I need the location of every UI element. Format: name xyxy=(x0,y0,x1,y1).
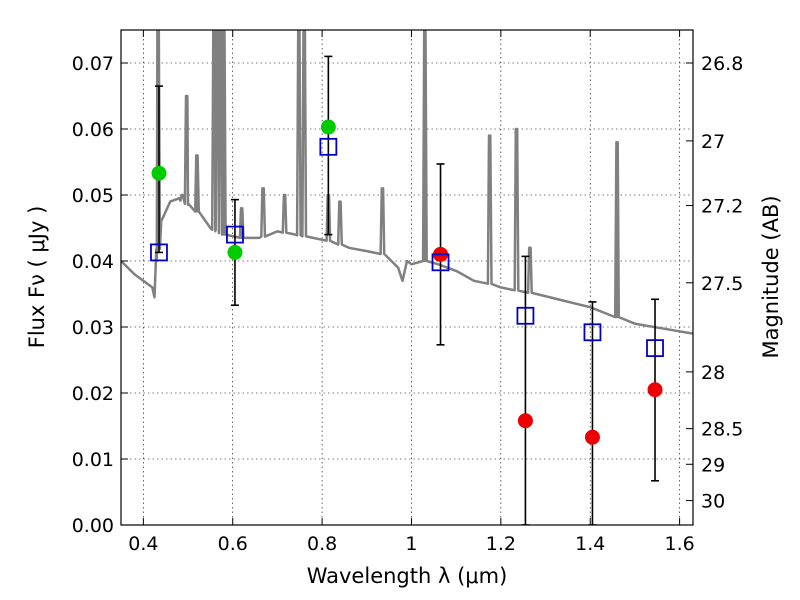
data-point-circle xyxy=(647,382,663,398)
data-point-square xyxy=(319,137,338,156)
data-point-square xyxy=(150,243,168,262)
x-axis: 0.4 0.6 0.8 1 1.2 1.4 1.6 xyxy=(128,30,695,555)
y-tick-label: 0.04 xyxy=(72,251,114,273)
data-point-square xyxy=(431,253,450,272)
magnitude-tick-label: 27.5 xyxy=(701,273,743,295)
y-tick-label: 0.06 xyxy=(72,119,114,141)
y-tick-label: 0.05 xyxy=(72,185,114,207)
magnitude-axis-label: Magnitude (AB) xyxy=(759,195,783,358)
magnitude-tick-label: 29 xyxy=(701,454,725,476)
x-tick-label: 0.8 xyxy=(307,533,337,555)
data-point-square xyxy=(646,339,664,358)
data-point-circle xyxy=(320,119,336,135)
x-axis-label: Wavelength λ (μm) xyxy=(307,564,508,588)
magnitude-tick-label: 28 xyxy=(701,362,725,384)
data-point-square xyxy=(516,306,535,325)
data-point-circle xyxy=(227,244,243,260)
x-tick-label: 1 xyxy=(405,533,417,555)
x-tick-label: 0.4 xyxy=(128,533,158,555)
magnitude-tick-label: 26.8 xyxy=(701,53,743,75)
x-tick-label: 1.4 xyxy=(575,533,605,555)
data-point-square xyxy=(583,323,602,342)
magnitude-axis: 26.8 27 27.2 27.5 28 28.5 29 30 xyxy=(686,53,743,513)
x-tick-label: 0.6 xyxy=(218,533,248,555)
y-tick-label: 0.01 xyxy=(72,449,114,471)
x-tick-label: 1.2 xyxy=(486,533,516,555)
plot-area xyxy=(121,30,693,525)
magnitude-tick-label: 28.5 xyxy=(701,419,743,441)
data-point-square xyxy=(226,225,244,244)
y-tick-label: 0.02 xyxy=(72,383,114,405)
magnitude-tick-label: 27 xyxy=(701,131,725,153)
template-spectrum-line xyxy=(121,30,693,335)
magnitude-tick-label: 30 xyxy=(701,491,725,513)
template-spectrum-layer xyxy=(121,30,693,335)
data-point-circle xyxy=(584,429,600,445)
x-tick-label: 1.6 xyxy=(664,533,694,555)
magnitude-tick-label: 27.2 xyxy=(701,196,743,218)
data-point-circle xyxy=(517,413,533,429)
data-markers xyxy=(150,119,664,445)
data-point-circle xyxy=(151,165,167,181)
y-tick-label: 0.07 xyxy=(72,53,114,75)
y-axis-label: Flux Fν ( μJy ) xyxy=(25,206,49,349)
plot-border xyxy=(120,29,694,526)
y-tick-label: 0.00 xyxy=(72,515,114,537)
y-axis: 0.00 0.01 0.02 0.03 0.04 0.05 0.06 0.07 xyxy=(72,53,128,537)
y-tick-label: 0.03 xyxy=(72,317,114,339)
